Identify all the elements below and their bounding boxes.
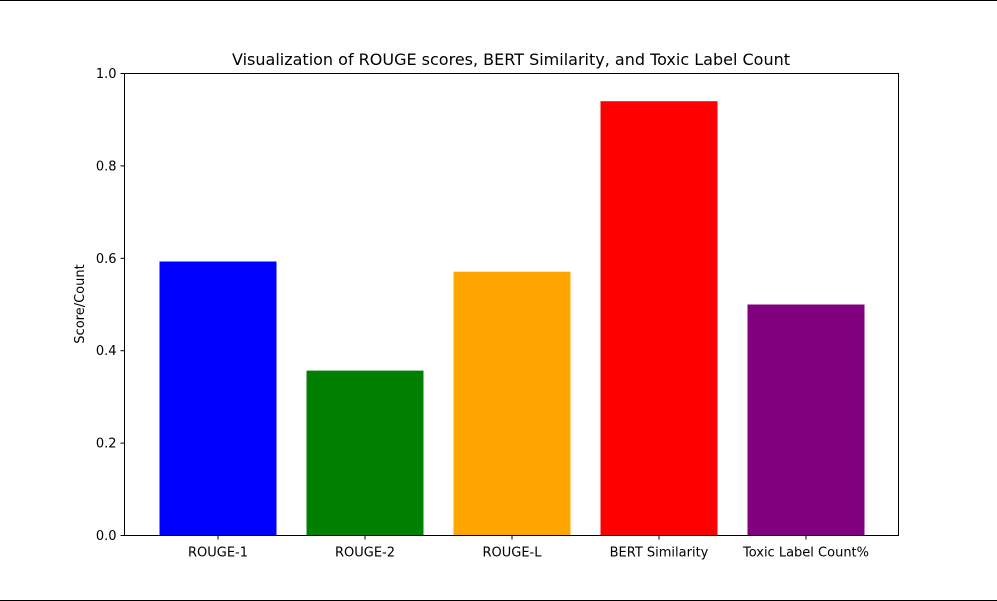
bar-3	[600, 101, 718, 536]
y-axis-ticks: 0.0 0.2 0.4 0.6 0.8 1.0	[96, 67, 125, 544]
x-tick-label: ROUGE-L	[482, 546, 542, 561]
bar-2	[453, 271, 571, 536]
chart-title: Visualization of ROUGE scores, BERT Simi…	[232, 50, 790, 69]
bar-1	[306, 370, 424, 536]
y-tick-label: 1.0	[96, 67, 117, 82]
x-tick-label: BERT Similarity	[610, 546, 709, 561]
bars-group	[159, 101, 865, 536]
y-tick-label: 0.4	[96, 344, 117, 359]
y-tick-label: 0.6	[96, 252, 117, 267]
bar-0	[159, 261, 277, 536]
x-tick-label: Toxic Label Count%	[742, 546, 869, 561]
y-tick-label: 0.0	[96, 529, 117, 544]
x-tick-label: ROUGE-2	[335, 546, 395, 561]
plot-area-frame	[124, 73, 899, 536]
y-tick-label: 0.8	[96, 159, 117, 174]
x-tick-label: ROUGE-1	[188, 546, 248, 561]
x-axis-ticks: ROUGE-1 ROUGE-2 ROUGE-L BERT Similarity Toxi…	[188, 535, 869, 561]
figure-top-border	[0, 0, 997, 1]
bar-4	[747, 304, 865, 536]
y-tick-label: 0.2	[96, 437, 117, 452]
y-axis-label: Score/Count	[73, 264, 88, 343]
